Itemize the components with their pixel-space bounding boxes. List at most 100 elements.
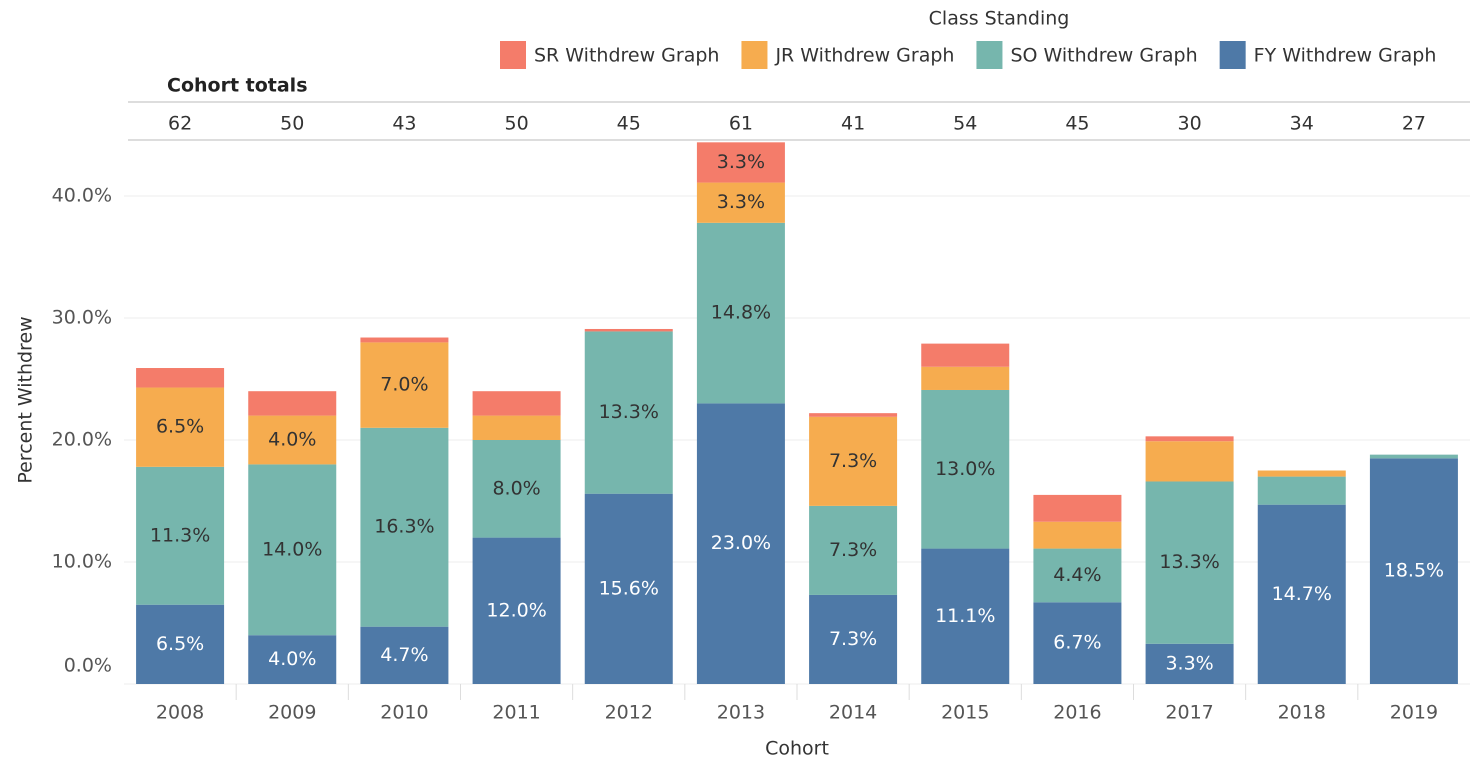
bar-segment (696, 182, 785, 223)
bar-segment (921, 366, 1010, 390)
bar-segment (1257, 470, 1346, 477)
bar-segment (136, 387, 225, 467)
y-tick-label: 30.0% (52, 307, 112, 329)
bar-segment (696, 222, 785, 404)
bar-segment (1145, 436, 1234, 442)
x-tick-label: 2009 (268, 702, 316, 724)
cohort-total: 30 (1177, 113, 1201, 135)
x-tick-label: 2011 (492, 702, 540, 724)
x-tick-label: 2019 (1390, 702, 1438, 724)
bar-segment (1033, 494, 1122, 522)
x-tick-label: 2015 (941, 702, 989, 724)
bar-segment (472, 440, 561, 538)
data-label: 18.5% (1384, 560, 1444, 582)
data-label: 11.1% (935, 605, 995, 627)
bar-segment (136, 368, 225, 388)
x-tick-label: 2012 (605, 702, 653, 724)
legend-swatch (976, 41, 1003, 69)
data-label: 7.0% (380, 374, 428, 396)
totals-title: Cohort totals (167, 75, 308, 97)
bar-segment (1145, 643, 1234, 684)
data-label: 15.6% (599, 577, 659, 599)
bar-segment (248, 635, 337, 684)
bar-segment (1145, 441, 1234, 482)
data-label: 13.3% (599, 401, 659, 423)
bar-segment (921, 343, 1010, 367)
x-tick-label: 2013 (717, 702, 765, 724)
data-label: 3.3% (717, 191, 765, 213)
cohort-total: 54 (953, 113, 977, 135)
legend-swatch (500, 41, 526, 69)
legend-swatch (741, 41, 768, 69)
bar-segment (1033, 602, 1122, 684)
data-label: 6.5% (156, 416, 204, 438)
bar-segment (248, 391, 337, 416)
legend-label: JR Withdrew Graph (774, 45, 954, 67)
bar-segment (921, 389, 1010, 549)
bar-segment (1033, 548, 1122, 603)
bar-segment (472, 537, 561, 684)
cohort-total: 34 (1290, 113, 1314, 135)
y-axis-label: Percent Withdrew (15, 316, 37, 483)
bar-segment (1369, 454, 1458, 459)
data-label: 13.0% (935, 458, 995, 480)
legend-label: SO Withdrew Graph (1010, 45, 1197, 67)
data-label: 4.7% (380, 644, 428, 666)
bar-segment (1145, 481, 1234, 644)
y-tick-label: 40.0% (52, 185, 112, 207)
bar-segment (584, 493, 673, 684)
bar-segment (696, 403, 785, 684)
cohort-total: 50 (280, 113, 304, 135)
data-label: 4.0% (268, 429, 316, 451)
cohort-total: 41 (841, 113, 865, 135)
data-label: 4.0% (268, 648, 316, 670)
legend-label: SR Withdrew Graph (534, 45, 719, 67)
cohort-total: 62 (168, 113, 192, 135)
bar-segment (584, 328, 673, 332)
data-label: 4.4% (1053, 564, 1101, 586)
x-axis-label: Cohort (765, 738, 829, 760)
bar-segment (1257, 504, 1346, 684)
data-label: 6.5% (156, 633, 204, 655)
data-label: 23.0% (711, 532, 771, 554)
cohort-total: 50 (504, 113, 528, 135)
bar-segment (1033, 521, 1122, 549)
bar-segment (472, 391, 561, 416)
legend-title: Class Standing (929, 8, 1070, 30)
bar-segment (248, 464, 337, 636)
data-label: 14.7% (1272, 583, 1332, 605)
y-tick-label: 0.0% (64, 655, 112, 677)
bar-segment (248, 415, 337, 465)
bar-segment (1369, 458, 1458, 684)
bar-segment (360, 342, 449, 428)
y-tick-label: 10.0% (52, 551, 112, 573)
data-label: 11.3% (150, 524, 210, 546)
bar-segment (136, 604, 225, 684)
bar-segment (360, 337, 449, 343)
data-label: 8.0% (492, 477, 540, 499)
bar-segment (472, 415, 561, 440)
bar-segment (809, 416, 898, 506)
x-tick-label: 2016 (1053, 702, 1101, 724)
x-tick-label: 2008 (156, 702, 204, 724)
cohort-total: 27 (1402, 113, 1426, 135)
bar-segment (809, 505, 898, 595)
cohort-total: 45 (617, 113, 641, 135)
bar-segment (1257, 476, 1346, 505)
data-label: 7.3% (829, 539, 877, 561)
bar-segment (136, 466, 225, 605)
cohort-total: 43 (392, 113, 416, 135)
data-label: 13.3% (1159, 551, 1219, 573)
data-label: 14.0% (262, 538, 322, 560)
data-label: 14.8% (711, 302, 771, 324)
bar-segment (809, 594, 898, 684)
x-tick-label: 2018 (1278, 702, 1326, 724)
bar-segment (360, 626, 449, 684)
x-tick-label: 2014 (829, 702, 877, 724)
bar-segment (696, 142, 785, 183)
cohort-total: 61 (729, 113, 753, 135)
x-tick-label: 2017 (1165, 702, 1213, 724)
legend-label: FY Withdrew Graph (1254, 45, 1437, 67)
bar-segment (584, 331, 673, 494)
